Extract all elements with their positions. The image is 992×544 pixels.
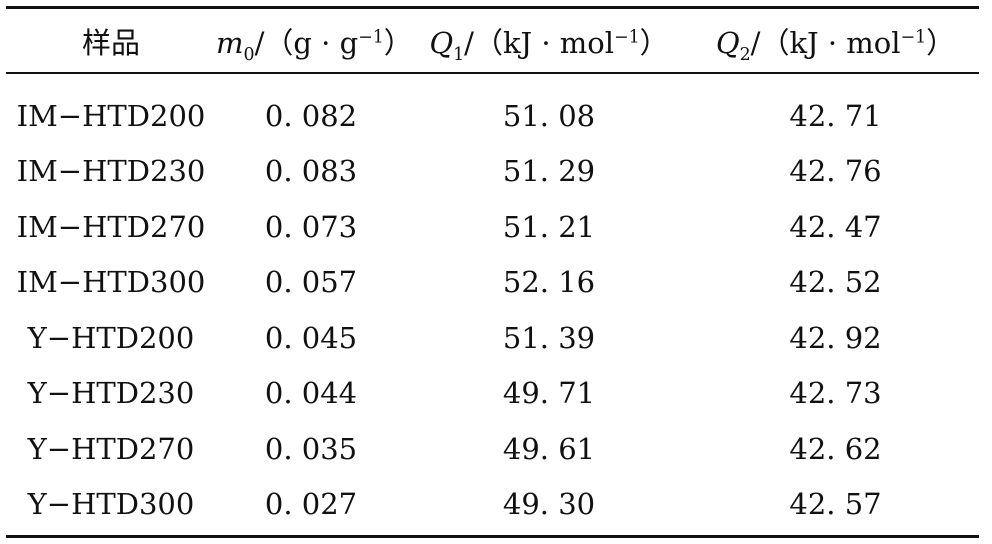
cell-sample: Y−HTD200 <box>27 320 195 355</box>
header-q2-close: ） <box>926 25 956 60</box>
header-q1-close: ） <box>639 25 669 60</box>
table-header: 样品 m0/（g · g−1） Q1/（kJ · mol−1） Q2/（kJ ·… <box>6 9 979 73</box>
header-m0-symbol: m <box>216 25 244 60</box>
cell-q2: 42. 76 <box>789 154 882 189</box>
header-m0-superscript: −1 <box>358 26 384 47</box>
cell-m0: 0. 027 <box>264 487 358 522</box>
table-row: Y−HTD230 0. 044 49. 71 42. 73 <box>6 366 979 422</box>
data-table-frame: 样品 m0/（g · g−1） Q1/（kJ · mol−1） Q2/（kJ ·… <box>6 6 979 538</box>
header-q2-subscript: 2 <box>739 44 751 65</box>
table-row: Y−HTD270 0. 035 49. 61 42. 62 <box>6 421 979 477</box>
cell-m0: 0. 082 <box>264 98 358 133</box>
table-row: IM−HTD200 0. 082 51. 08 42. 71 <box>6 88 979 144</box>
cell-sample: IM−HTD230 <box>16 154 206 189</box>
header-q1-superscript: −1 <box>614 26 640 47</box>
cell-q2: 42. 47 <box>789 209 882 244</box>
cell-q2: 42. 62 <box>789 431 882 466</box>
cell-sample: Y−HTD270 <box>27 431 195 466</box>
cell-sample: Y−HTD230 <box>27 376 195 411</box>
header-m0: m0/（g · g−1） <box>216 9 413 73</box>
cell-q2: 42. 73 <box>789 376 882 411</box>
cell-m0: 0. 035 <box>264 431 358 466</box>
cell-m0: 0. 073 <box>264 209 358 244</box>
header-q2-superscript: −1 <box>900 26 927 47</box>
header-q1-subscript: 1 <box>453 44 465 65</box>
cell-q1: 49. 71 <box>502 376 596 411</box>
cell-m0: 0. 045 <box>264 320 358 355</box>
cell-q1: 49. 61 <box>502 431 596 466</box>
cell-m0: 0. 057 <box>264 265 358 300</box>
header-q1-unit: /（kJ · mol <box>464 25 615 60</box>
cell-q1: 51. 08 <box>502 98 596 133</box>
header-q1: Q1/（kJ · mol−1） <box>406 9 692 73</box>
header-q2-unit: /（kJ · mol <box>750 25 901 60</box>
header-sample-label: 样品 <box>81 25 140 60</box>
cell-m0: 0. 083 <box>264 154 358 189</box>
header-m0-subscript: 0 <box>243 44 255 65</box>
table-row: IM−HTD300 0. 057 52. 16 42. 52 <box>6 255 979 311</box>
cell-q2: 42. 71 <box>789 98 882 133</box>
cell-q1: 51. 29 <box>502 154 596 189</box>
header-m0-unit: /（g · g <box>254 25 359 60</box>
table-row: Y−HTD200 0. 045 51. 39 42. 92 <box>6 310 979 366</box>
header-q1-symbol: Q <box>429 25 454 60</box>
header-row: 样品 m0/（g · g−1） Q1/（kJ · mol−1） Q2/（kJ ·… <box>6 9 979 73</box>
table-row: IM−HTD230 0. 083 51. 29 42. 76 <box>6 144 979 200</box>
table-spacer <box>6 73 979 88</box>
cell-q1: 52. 16 <box>502 265 596 300</box>
cell-q2: 42. 57 <box>789 487 882 522</box>
cell-q1: 51. 21 <box>502 209 596 244</box>
cell-q1: 49. 30 <box>502 487 596 522</box>
cell-sample: IM−HTD270 <box>16 209 206 244</box>
cell-q2: 42. 92 <box>789 320 882 355</box>
table-body: IM−HTD200 0. 082 51. 08 42. 71 IM−HTD230 0. 0… <box>6 73 979 532</box>
cell-sample: Y−HTD300 <box>27 487 195 522</box>
cell-m0: 0. 044 <box>264 376 358 411</box>
cell-q2: 42. 52 <box>789 265 882 300</box>
header-sample: 样品 <box>6 9 216 73</box>
cell-sample: IM−HTD200 <box>16 98 206 133</box>
header-q2: Q2/（kJ · mol−1） <box>692 9 979 73</box>
table-row: IM−HTD270 0. 073 51. 21 42. 47 <box>6 199 979 255</box>
data-table: 样品 m0/（g · g−1） Q1/（kJ · mol−1） Q2/（kJ ·… <box>6 9 979 532</box>
header-q2-symbol: Q <box>715 25 740 60</box>
cell-sample: IM−HTD300 <box>16 265 206 300</box>
cell-q1: 51. 39 <box>502 320 596 355</box>
header-m0-close: ） <box>383 25 413 60</box>
table-row: Y−HTD300 0. 027 49. 30 42. 57 <box>6 477 979 533</box>
